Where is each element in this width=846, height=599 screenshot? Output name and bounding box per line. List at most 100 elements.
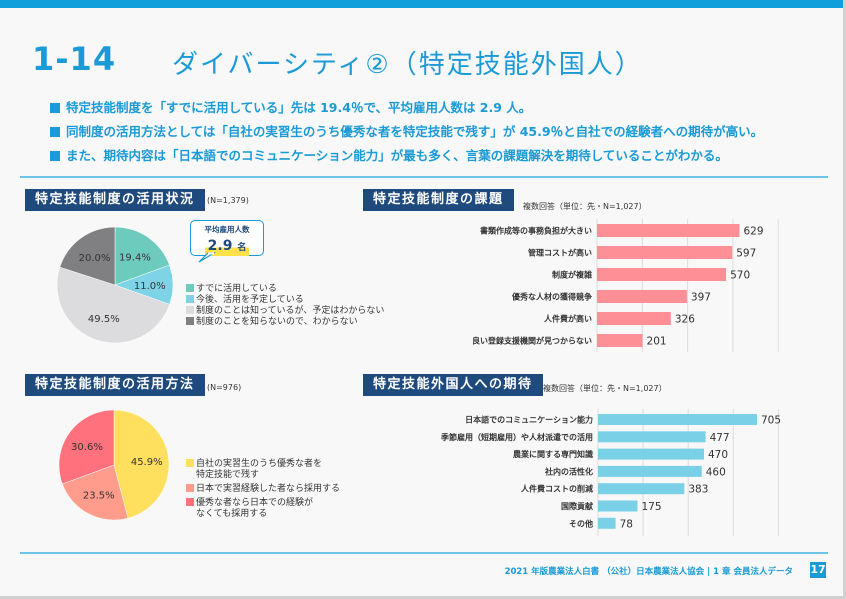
chart2-note: 複数回答（単位：先・N=1,027） (523, 202, 647, 211)
chart4-value-label: 470 (708, 449, 728, 461)
chart1-legend-swatch (186, 306, 194, 314)
chart4-value-label: 477 (710, 432, 730, 444)
chart3-slice (113, 409, 170, 519)
chart4-bar (598, 414, 757, 425)
chart4-category-label: 季節雇用（短期雇用）や人材派遣での活用 (440, 432, 593, 442)
summary-item: 特定技能制度を「すでに活用している」先は 19.4％で、平均雇用人数は 2.9 … (50, 100, 763, 124)
chart2-bar (597, 246, 733, 259)
chart3-legend: 自社の実習生のうち優秀な者を 特定技能で残す日本で実習経験した者なら採用する 優秀な… (186, 459, 340, 520)
chart2-bar (597, 312, 671, 325)
chart4-category-label: 国際貢献 (561, 501, 593, 511)
chart4-category-label: 人件費コストの削減 (521, 484, 593, 494)
chart4-bar (598, 465, 702, 477)
chart1-legend-item: 制度のことは知っているが、予定はわからない (186, 306, 384, 317)
chart3-title: 特定技能制度の活用方法 (25, 374, 205, 396)
chart3-legend-item: 自社の実習生のうち優秀な者を (186, 459, 340, 470)
chart1-slice (56, 266, 170, 344)
chart4-bar (598, 500, 638, 512)
chart4-value-label: 78 (620, 518, 633, 530)
chart2-bar (597, 268, 727, 281)
chart4-value-label: 460 (706, 466, 726, 478)
chart2-category-label: 管理コストが高い (528, 248, 592, 258)
bullet-square-icon (50, 103, 60, 113)
chart3-legend-swatch (186, 484, 194, 492)
chart1-slice-label: 11.0% (134, 281, 166, 292)
page-title: ダイバーシティ②（特定技能外国人） (172, 50, 643, 80)
chart4-category-label: 日本語でのコミュニケーション能力 (465, 415, 593, 425)
chart1-note: (N=1,379) (207, 196, 249, 205)
chart1-slice (114, 226, 170, 286)
chart1-legend-item: 今後、活用を予定している (186, 295, 384, 306)
chart4-bar: 日本語でのコミュニケーション能力 705 季節雇用（短期雇用）や人材派遣での活用 47… (440, 409, 781, 536)
average-employees-callout: 平均雇用人数 2.9 名 (190, 220, 264, 256)
chart4-value-label: 175 (641, 501, 661, 513)
chart2-category-label: 優秀な人材の獲得競争 (511, 292, 592, 302)
chart4-note: 複数回答（単位：先・N=1,027） (543, 384, 667, 393)
top-bar (0, 0, 843, 8)
chart2-category-label: 人件費が高い (544, 314, 592, 324)
bullet-square-icon (50, 127, 60, 137)
callout-value: 2.9 名 (204, 239, 250, 256)
chart1-legend-swatch (186, 284, 194, 292)
chart4-category-label: 社内の活性化 (544, 466, 593, 476)
chart4-bar (598, 483, 685, 495)
chart3-legend-swatch (186, 459, 194, 467)
callout-pointer (198, 252, 216, 263)
chart2-bar (597, 290, 687, 303)
chart1-title: 特定技能制度の活用状況 (25, 189, 205, 211)
chart2-value-label: 597 (736, 248, 756, 260)
footer-text: 2021 年版農業法人白書 （公社）日本農業法人協会 | 1 章 会員法人データ (504, 567, 793, 577)
chart3-slice-label: 45.9% (131, 457, 163, 468)
chart1-slice-label: 49.5% (88, 314, 120, 325)
bullet-square-icon (50, 151, 60, 161)
chart2-value-label: 570 (730, 270, 750, 282)
chart2-category-label: 良い登録支援機関が見つからない (472, 336, 592, 346)
chart4-category-label: その他 (569, 518, 593, 528)
chart1-legend-item: すでに活用している (186, 284, 384, 295)
chart3-slice (58, 409, 115, 485)
chart1-slice-label: 20.0% (79, 253, 111, 264)
chart1-slice-label: 19.4% (119, 252, 151, 263)
chart2-value-label: 397 (691, 292, 711, 304)
chart2-category-label: 書類作成等の事務負担が大きい (480, 226, 592, 236)
chart3-note: (N=976) (207, 383, 242, 392)
summary-list: 特定技能制度を「すでに活用している」先は 19.4％で、平均雇用人数は 2.9 … (50, 100, 763, 172)
chart2-bar (597, 224, 740, 237)
summary-item: また、期待内容は「日本語でのコミュニケーション能力」が最も多く、言葉の課題解決を… (50, 148, 763, 172)
chart1-legend: すでに活用している 今後、活用を予定している 制度のことは知っているが、予定はわから… (186, 284, 384, 328)
chart1-legend-swatch (186, 317, 194, 325)
section-number: 1-14 (32, 40, 117, 78)
chart3-slice-label: 30.6% (71, 442, 103, 453)
chart4-category-label: 農業に関する専門知識 (513, 449, 593, 459)
chart3-slice (62, 464, 129, 521)
footer-divider (20, 552, 828, 554)
chart3-legend-item: 日本で実習経験した者なら採用する (186, 484, 340, 495)
chart1-legend-item: 制度のことを知らないので、わからない (186, 317, 384, 328)
chart3-legend-item: なくても採用する (196, 509, 268, 519)
chart1-slice (59, 226, 116, 286)
chart4-bar (598, 448, 704, 460)
divider (20, 176, 828, 178)
chart2-value-label: 201 (647, 336, 667, 348)
chart2-value-label: 326 (675, 314, 695, 326)
chart3-slice-label: 23.5% (83, 490, 115, 501)
chart4-title: 特定技能外国人への期待 (363, 374, 543, 396)
page-number: 17 (810, 562, 826, 578)
chart4-bar (598, 431, 706, 443)
chart3-legend-item: 特定技能で残す (196, 470, 260, 480)
chart2-category-label: 制度が複雑 (552, 270, 592, 280)
chart4-value-label: 705 (761, 415, 781, 427)
chart3-legend-swatch (186, 498, 194, 506)
chart3-pie: 45.9% 23.5% 30.6% (58, 409, 170, 521)
chart2-value-label: 629 (743, 226, 763, 238)
chart1-legend-swatch (186, 295, 194, 303)
chart4-value-label: 383 (688, 484, 708, 496)
summary-item: 同制度の活用方法としては「自社の実習生のうち優秀な者を特定技能で残す」が 45.… (50, 124, 763, 148)
chart2-title: 特定技能制度の課題 (363, 189, 514, 211)
chart3-legend-item: 優秀な者なら日本での経験が (186, 498, 340, 509)
chart4-bar (598, 517, 616, 529)
chart2-bar: 書類作成等の事務負担が大きい 629 管理コストが高い 597 制度が複雑 570 優秀な人… (472, 219, 779, 352)
chart1-pie: 19.4% 11.0% 49.5% 20.0% (56, 226, 174, 344)
chart2-bar (597, 334, 643, 347)
